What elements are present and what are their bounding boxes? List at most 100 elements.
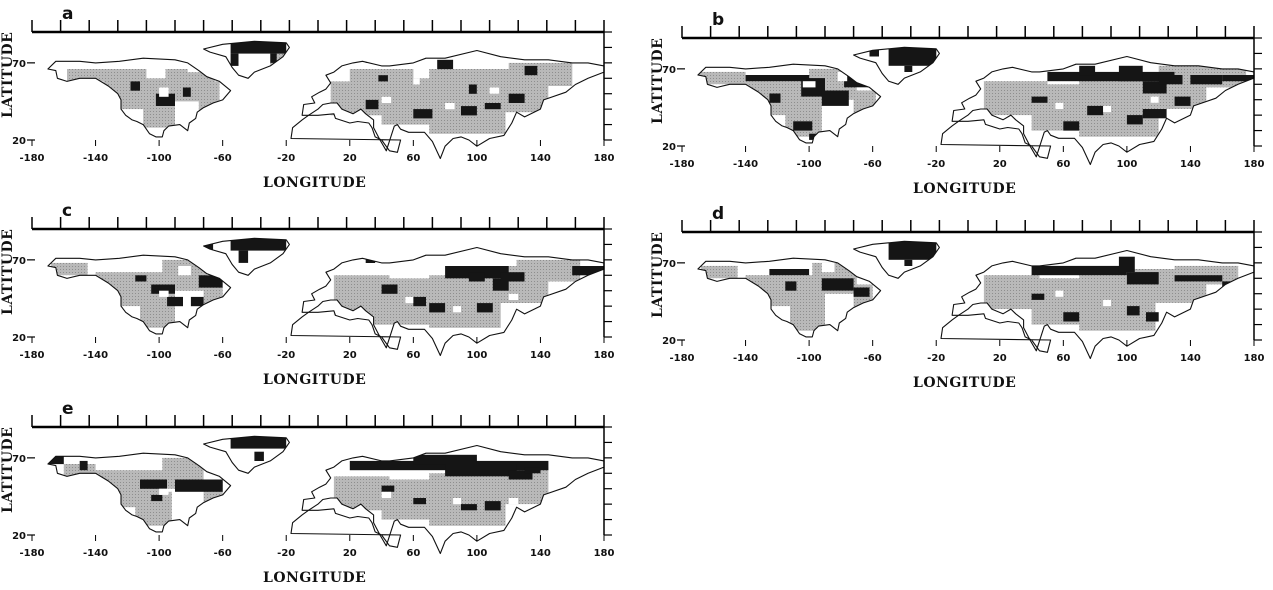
x-tick-label: -180: [669, 353, 694, 364]
black-category-cell: [365, 253, 376, 263]
black-category-cell: [1158, 75, 1183, 85]
black-category-cell: [47, 454, 64, 465]
x-tick-label: 180: [594, 153, 615, 164]
x-tick-label: 140: [530, 548, 551, 559]
map-panel-c: 70 20 -180 -140 -100 -60 -20 20 60 100 140 180 LATI…: [0, 197, 620, 392]
greenland-outline: [853, 240, 940, 279]
black-category-cell: [745, 75, 810, 82]
black-category-cell: [135, 275, 147, 282]
y-tick-label: 70: [12, 454, 26, 465]
black-category-cell: [437, 59, 454, 70]
black-category-cell: [769, 93, 781, 103]
map-panel-a: 70 20 -180 -140 -100 -60 -20 20 60 100 140 180 LATI…: [0, 0, 620, 195]
gray-category-cell: [785, 96, 822, 137]
x-tick-label: -100: [797, 159, 822, 170]
latitude-axis-label: LATITUDE: [650, 231, 666, 319]
black-category-cell: [1079, 65, 1096, 76]
eurasia-outline: [301, 49, 605, 160]
x-tick-label: 20: [343, 350, 357, 361]
y-tick-label: 20: [662, 142, 676, 153]
map-panel-d: 70 20 -180 -140 -100 -60 -20 20 60 100 140 180 LATI…: [650, 200, 1270, 395]
black-category-cell: [254, 451, 264, 461]
eurasia-outline: [301, 444, 605, 555]
longitude-axis-label: LONGITUDE: [263, 175, 367, 191]
clear-land-cell: [508, 293, 519, 300]
black-category-cell: [1031, 96, 1048, 103]
map-plot-b: 70 20 -180 -140 -100 -60 -20 20 60 100 140 180: [662, 26, 1265, 170]
black-category-cell: [230, 53, 239, 66]
x-tick-label: -100: [147, 153, 172, 164]
gray-category-cell: [790, 293, 825, 331]
black-category-cell: [381, 485, 395, 492]
x-tick-label: -60: [214, 350, 232, 361]
latitude-axis-label: LATITUDE: [0, 228, 16, 316]
panel-label-d: d: [712, 204, 725, 224]
black-category-cell: [888, 241, 937, 260]
x-tick-label: -100: [147, 350, 172, 361]
black-category-cell: [181, 238, 191, 251]
x-tick-label: 140: [530, 153, 551, 164]
x-tick-label: -60: [214, 548, 232, 559]
x-tick-label: 20: [343, 548, 357, 559]
map-panel-b: 70 20 -180 -140 -100 -60 -20 20 60 100 140 180 LATI…: [650, 6, 1270, 201]
clear-land-cell: [381, 96, 392, 103]
black-category-cell: [853, 287, 870, 297]
black-category-cell: [230, 436, 287, 449]
black-category-cell: [500, 272, 525, 282]
map-plot-d: 70 20 -180 -140 -100 -60 -20 20 60 100 140 180: [662, 220, 1264, 364]
x-tick-label: 180: [594, 548, 615, 559]
eurasia-outline: [301, 246, 605, 357]
africa-outline: [290, 113, 402, 153]
black-category-cell: [532, 510, 541, 517]
black-category-cell: [333, 56, 344, 66]
clear-land-cell: [821, 262, 835, 273]
black-category-cell: [1174, 96, 1191, 106]
north-america-outline: [47, 57, 232, 138]
north-america-outline: [697, 63, 882, 144]
x-tick-label: -100: [147, 548, 172, 559]
x-tick-label: 100: [1116, 159, 1137, 170]
black-category-cell: [904, 259, 913, 266]
black-category-cell: [378, 75, 388, 82]
black-category-cell: [230, 41, 287, 54]
y-tick-label: 70: [662, 65, 676, 76]
north-america-outline: [47, 452, 232, 533]
black-category-cell: [79, 460, 88, 471]
black-category-cell: [831, 241, 841, 248]
x-tick-label: -180: [669, 159, 694, 170]
clear-land-cell: [1055, 290, 1064, 297]
x-tick-label: -60: [214, 153, 232, 164]
africa-outline: [940, 313, 1052, 353]
panel-label-a: a: [62, 4, 74, 24]
black-category-cell: [769, 269, 810, 276]
gray-category-cell: [701, 265, 738, 279]
x-tick-label: 20: [993, 353, 1007, 364]
black-category-cell: [429, 303, 446, 313]
y-tick-label: 20: [12, 333, 26, 344]
clear-land-cell: [178, 266, 191, 276]
black-category-cell: [130, 81, 140, 91]
black-category-cell: [1031, 293, 1045, 300]
x-tick-label: 180: [1244, 159, 1265, 170]
map-plot-e: 70 20 -180 -140 -100 -60 -20 20 60 100 140 180: [12, 415, 615, 559]
black-category-cell: [1126, 272, 1159, 285]
clear-land-cell: [453, 306, 461, 313]
black-category-cell: [461, 504, 477, 511]
black-category-cell: [484, 103, 501, 110]
black-category-cell: [198, 275, 223, 288]
black-category-cell: [785, 281, 797, 291]
x-tick-label: 20: [343, 153, 357, 164]
x-tick-label: -140: [83, 350, 108, 361]
black-category-cell: [365, 53, 376, 63]
black-category-cell: [445, 464, 517, 477]
black-category-cell: [1118, 65, 1143, 82]
black-category-cell: [508, 93, 525, 103]
north-america-outline: [47, 254, 232, 335]
black-category-cell: [869, 47, 879, 57]
clear-land-cell: [1158, 303, 1169, 310]
black-category-cell: [1142, 109, 1167, 119]
black-category-cell: [524, 65, 538, 76]
black-category-cell: [793, 121, 813, 131]
latitude-axis-label: LATITUDE: [0, 426, 16, 514]
black-category-cell: [1031, 265, 1127, 276]
